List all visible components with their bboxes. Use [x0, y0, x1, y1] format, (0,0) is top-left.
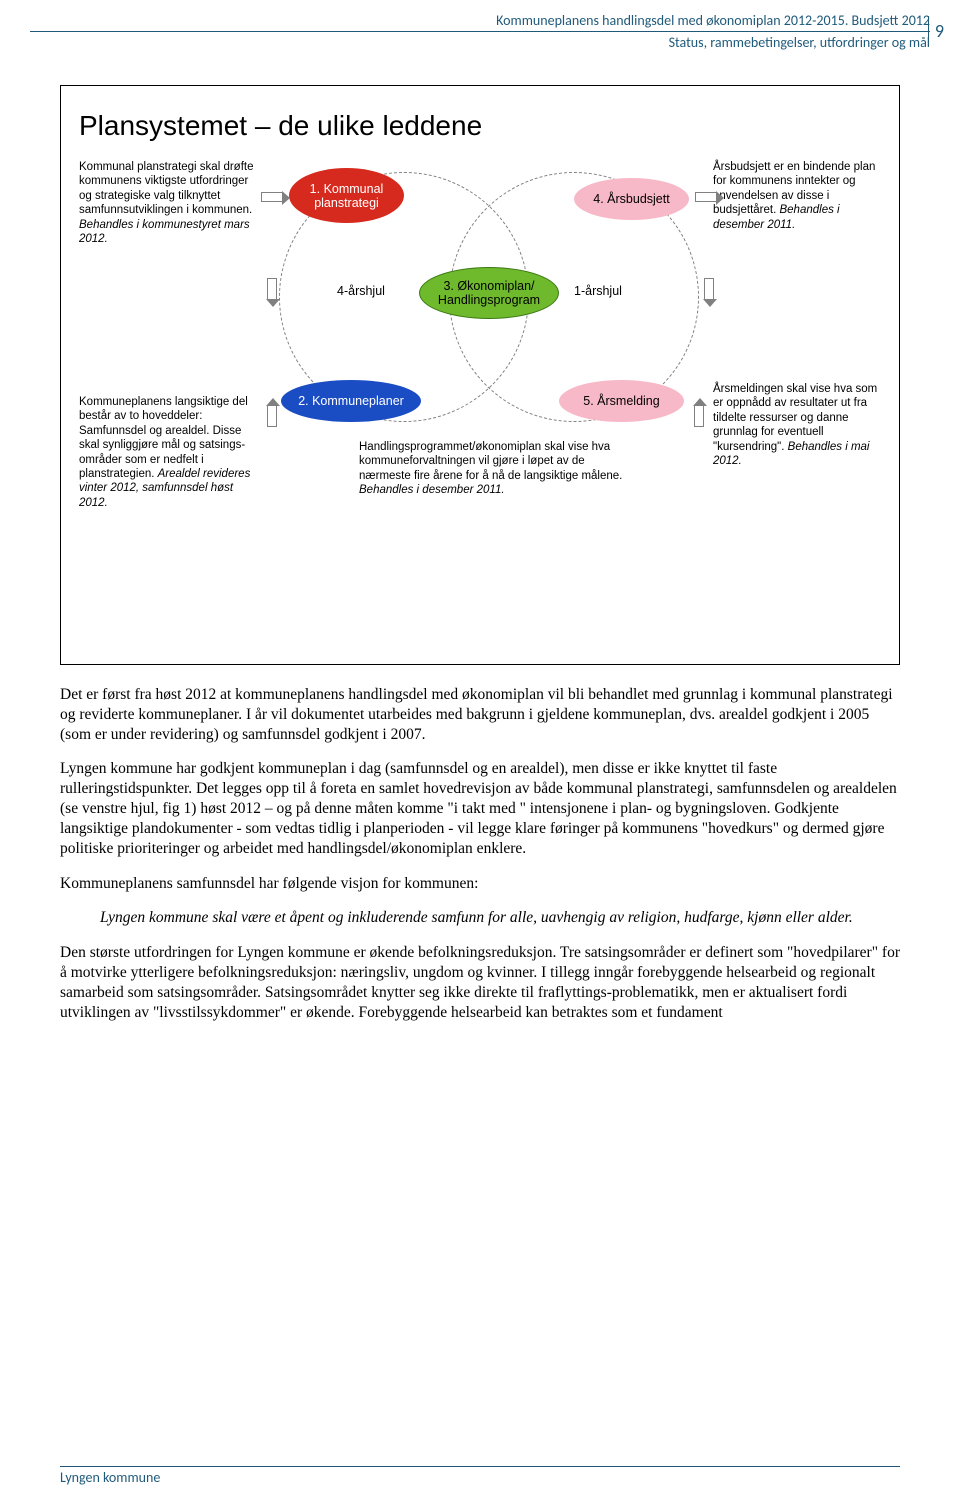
paragraph-1: Det er først fra høst 2012 at kommunepla…: [60, 685, 900, 744]
header-line-1: Kommuneplanens handlingsdel med økonomip…: [30, 12, 930, 32]
arrow-left-mid: [267, 278, 277, 300]
node-aarsbudsjett: 4. Årsbudsjett: [574, 178, 689, 220]
text-bottom-left: Kommuneplanens langsiktige del består av…: [79, 395, 259, 510]
node1-label: 1. Kommunal planstrategi: [293, 182, 400, 210]
paragraph-5: Den største utfordringen for Lyngen komm…: [60, 943, 900, 1022]
label-4arshjul: 4-årshjul: [337, 284, 385, 298]
center-text: Handlingsprogrammet/økonomiplan skal vis…: [359, 441, 622, 482]
diagram-container: Plansystemet – de ulike leddene Kommunal…: [60, 85, 900, 665]
diagram-area: Kommunal planstrategi skal drøfte kommun…: [79, 160, 881, 630]
text-center: Handlingsprogrammet/økonomiplan skal vis…: [359, 440, 624, 498]
node5-label: 5. Årsmelding: [583, 394, 659, 408]
text-top-left: Kommunal planstrategi skal drøfte kommun…: [79, 160, 254, 246]
label-1arshjul: 1-årshjul: [574, 284, 622, 298]
arrow-bl: [267, 405, 277, 427]
node2-label: 2. Kommuneplaner: [298, 394, 404, 408]
page-footer: Lyngen kommune: [60, 1466, 900, 1486]
node-planstrategi: 1. Kommunal planstrategi: [289, 168, 404, 223]
paragraph-3: Kommuneplanens samfunnsdel har følgende …: [60, 874, 900, 894]
diagram-title: Plansystemet – de ulike leddene: [79, 110, 881, 142]
header-line-2: Status, rammebetingelser, utfordringer o…: [30, 34, 930, 51]
text-bottom-right: Årsmeldingen skal vise hva som er oppnåd…: [713, 382, 881, 468]
arrow-br: [694, 405, 704, 427]
page-number: 9: [928, 16, 948, 46]
center-text-italic: Behandles i desember 2011.: [359, 484, 505, 496]
node-kommuneplaner: 2. Kommuneplaner: [281, 380, 421, 422]
tl-text: Kommunal planstrategi skal drøfte kommun…: [79, 161, 254, 216]
paragraph-4-quote: Lyngen kommune skal være et åpent og ink…: [100, 908, 900, 928]
tl-text-italic: Behandles i kommunestyret mars 2012.: [79, 219, 250, 245]
node-aarsmelding: 5. Årsmelding: [559, 380, 684, 422]
body-text: Det er først fra høst 2012 at kommunepla…: [60, 685, 900, 1023]
arrow-right-mid: [704, 278, 714, 300]
paragraph-2: Lyngen kommune har godkjent kommuneplan …: [60, 759, 900, 858]
node3-label: 3. Økonomiplan/ Handlingsprogram: [424, 279, 554, 307]
page-header: Kommuneplanens handlingsdel med økonomip…: [0, 0, 960, 55]
node-okonomiplan: 3. Økonomiplan/ Handlingsprogram: [419, 267, 559, 319]
arrow-tr: [695, 192, 717, 202]
text-top-right: Årsbudsjett er en bindende plan for komm…: [713, 160, 881, 232]
arrow-tl: [261, 192, 283, 202]
node4-label: 4. Årsbudsjett: [593, 192, 669, 206]
